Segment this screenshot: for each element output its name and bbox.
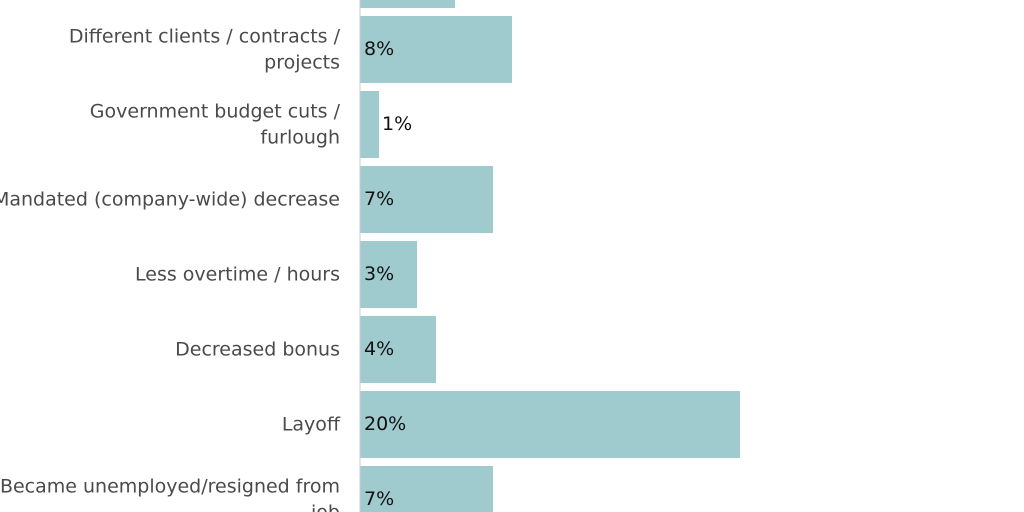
value-labels-group: 8% 1% 7% 3% 4% 20% 7%: [364, 38, 412, 510]
category-label: Decreased bonus: [175, 338, 340, 360]
bar: [360, 391, 740, 458]
category-label: Different clients / contracts / projects: [69, 25, 341, 73]
category-label-line: Layoff: [282, 413, 341, 435]
category-label-line: Less overtime / hours: [135, 263, 340, 285]
category-label: Less overtime / hours: [135, 263, 340, 285]
bar: [360, 241, 417, 308]
value-label: 7%: [364, 488, 394, 510]
value-label: 3%: [364, 263, 394, 285]
bar: [360, 16, 512, 83]
value-label: 20%: [364, 413, 406, 435]
category-label-line: job: [310, 501, 340, 512]
category-label-line: Became unemployed/resigned from: [0, 475, 340, 497]
category-label-line: Different clients / contracts /: [69, 25, 341, 47]
value-label: 7%: [364, 188, 394, 210]
category-label-line: furlough: [260, 126, 340, 148]
bars-group: [360, 0, 740, 512]
category-label-line: projects: [264, 51, 340, 73]
category-label-line: Decreased bonus: [175, 338, 340, 360]
category-labels-group: Different clients / contracts / projects G…: [0, 25, 341, 512]
category-label: Layoff: [282, 413, 341, 435]
value-label: 4%: [364, 338, 394, 360]
category-label-line: Government budget cuts /: [90, 100, 341, 122]
value-label: 1%: [382, 113, 412, 135]
category-label-line: Mandated (company-wide) decrease: [0, 188, 340, 210]
bar: [360, 0, 455, 8]
bar: [360, 316, 436, 383]
category-label: Became unemployed/resigned from job: [0, 475, 340, 512]
bar: [360, 466, 493, 512]
category-label: Mandated (company-wide) decrease: [0, 188, 340, 210]
bar: [360, 166, 493, 233]
bar: [360, 91, 379, 158]
category-label: Government budget cuts / furlough: [90, 100, 341, 148]
value-label: 8%: [364, 38, 394, 60]
